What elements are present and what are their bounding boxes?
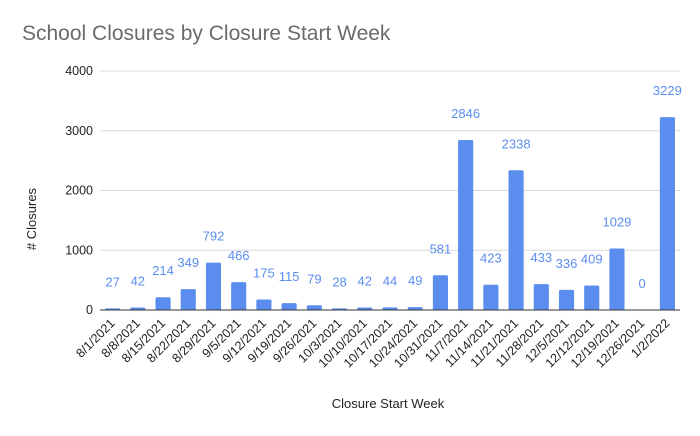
y-tick-label: 0 [86, 303, 93, 317]
bar [407, 307, 423, 310]
bar [432, 275, 448, 310]
y-tick-label: 2000 [65, 184, 93, 198]
bar [382, 307, 398, 310]
bar [609, 248, 625, 310]
data-label: 3229 [653, 83, 682, 98]
bar [231, 282, 247, 310]
bar [205, 262, 222, 310]
y-tick-labels: 0 1000 2000 3000 4000 [65, 64, 93, 317]
data-label: 79 [307, 271, 321, 286]
data-label: 2338 [502, 136, 531, 151]
y-tick-label: 4000 [65, 64, 93, 78]
bar [659, 117, 675, 310]
data-label: 27 [105, 274, 119, 289]
y-axis-title: # Closures [24, 187, 39, 250]
data-label: 115 [279, 269, 300, 284]
bar [281, 303, 297, 310]
bar [558, 289, 575, 310]
data-label: 28 [332, 274, 346, 289]
chart-title: School Closures by Closure Start Week [22, 22, 391, 45]
bar [533, 284, 549, 310]
bar [180, 289, 196, 310]
data-label: 175 [253, 266, 275, 281]
data-label: 409 [581, 252, 603, 267]
data-label: 42 [131, 273, 145, 288]
data-label: 0 [639, 276, 646, 291]
bar [130, 307, 146, 310]
gridlines [100, 70, 680, 251]
bars [105, 117, 675, 310]
bar [155, 297, 171, 310]
bar [508, 170, 524, 310]
data-label: 42 [358, 273, 372, 288]
data-label: 1029 [602, 215, 631, 230]
data-label: 466 [228, 248, 250, 263]
data-label: 423 [480, 251, 502, 266]
data-label: 2846 [451, 106, 480, 121]
data-label: 581 [430, 241, 452, 256]
data-label: 336 [556, 256, 578, 271]
data-label: 349 [177, 255, 199, 270]
bar [306, 305, 322, 310]
data-label: 44 [383, 273, 397, 288]
data-label: 214 [152, 263, 174, 278]
bar [483, 284, 499, 310]
data-label: 433 [530, 250, 552, 265]
bar [357, 307, 373, 310]
y-tick-label: 1000 [65, 243, 93, 257]
y-tick-label: 3000 [65, 124, 93, 138]
bar [584, 285, 600, 310]
data-label: 49 [408, 273, 422, 288]
bar [458, 139, 474, 310]
bar [256, 299, 272, 310]
x-tick-labels: 8/1/20218/8/20218/15/20218/22/20218/29/2… [73, 316, 672, 370]
x-axis-title: Closure Start Week [332, 396, 445, 411]
data-label: 792 [203, 229, 225, 244]
